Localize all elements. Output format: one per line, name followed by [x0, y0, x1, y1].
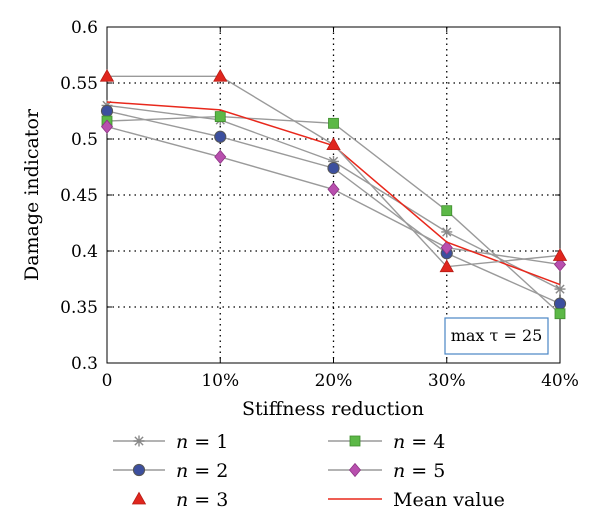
x-tick-label: 0	[102, 371, 113, 391]
annotation-text: max τ = 25	[451, 326, 543, 345]
legend-label: n = 5	[393, 460, 445, 482]
data-point	[214, 130, 227, 143]
data-point	[132, 463, 146, 477]
legend-label: Mean value	[393, 489, 505, 511]
data-point	[100, 119, 114, 134]
data-point	[553, 257, 567, 272]
series-3	[99, 68, 568, 273]
series-5	[100, 119, 567, 272]
data-point	[214, 111, 226, 122]
series-1	[101, 99, 566, 295]
data-point	[213, 68, 228, 82]
data-point	[553, 297, 567, 310]
data-point	[327, 182, 340, 197]
data-point	[441, 226, 453, 238]
data-point	[552, 248, 568, 261]
data-point	[99, 68, 115, 82]
x-tick-label: 40%	[541, 371, 579, 391]
y-tick-label: 0.35	[60, 298, 98, 318]
y-tick-label: 0.45	[60, 186, 98, 206]
data-point	[439, 259, 454, 273]
y-tick-label: 0.5	[71, 130, 98, 150]
legend-label: n = 2	[176, 460, 228, 482]
y-tick-label: 0.55	[60, 74, 98, 94]
x-tick-label: 30%	[428, 371, 466, 391]
x-tick-label: 20%	[315, 371, 353, 391]
x-tick-label: 10%	[201, 371, 239, 391]
y-axis-label: Damage indicator	[21, 108, 43, 281]
annotation-box: max τ = 25	[444, 317, 549, 355]
data-point	[100, 104, 114, 118]
x-axis-label: Stiffness reduction	[242, 398, 424, 420]
legend-label: n = 4	[393, 431, 445, 453]
y-tick-label: 0.4	[71, 242, 98, 262]
y-tick-label: 0.6	[71, 18, 98, 38]
legend-entry: n = 4	[328, 431, 445, 453]
data-point	[133, 435, 145, 447]
legend-label: n = 3	[176, 489, 228, 511]
legend-entry: n = 3	[131, 489, 228, 511]
legend-entry: n = 2	[113, 460, 228, 482]
y-tick-label: 0.3	[71, 354, 98, 374]
data-point	[554, 308, 566, 320]
legend-entry: n = 1	[113, 431, 228, 453]
data-point	[348, 462, 362, 478]
legend: n = 1 n = 4 n = 2 n = 5 n = 3 Mean value	[113, 431, 505, 511]
data-point	[131, 491, 147, 505]
data-point	[326, 137, 341, 151]
axis-ticks: 0 10% 20% 30% 40% 0.3 0.35 0.4 0.45 0.5 0.55 0.6	[60, 18, 579, 391]
series-layer	[99, 68, 568, 320]
data-point	[327, 162, 340, 175]
legend-entry: Mean value	[328, 489, 505, 511]
data-point	[328, 155, 339, 167]
legend-entry: n = 5	[328, 460, 445, 482]
data-point	[441, 205, 453, 217]
legend-label: n = 1	[176, 431, 228, 453]
data-point	[349, 435, 361, 447]
data-point	[328, 117, 339, 129]
data-point	[440, 240, 453, 255]
series-2	[100, 104, 567, 310]
data-point	[214, 149, 227, 165]
data-point	[554, 283, 566, 295]
